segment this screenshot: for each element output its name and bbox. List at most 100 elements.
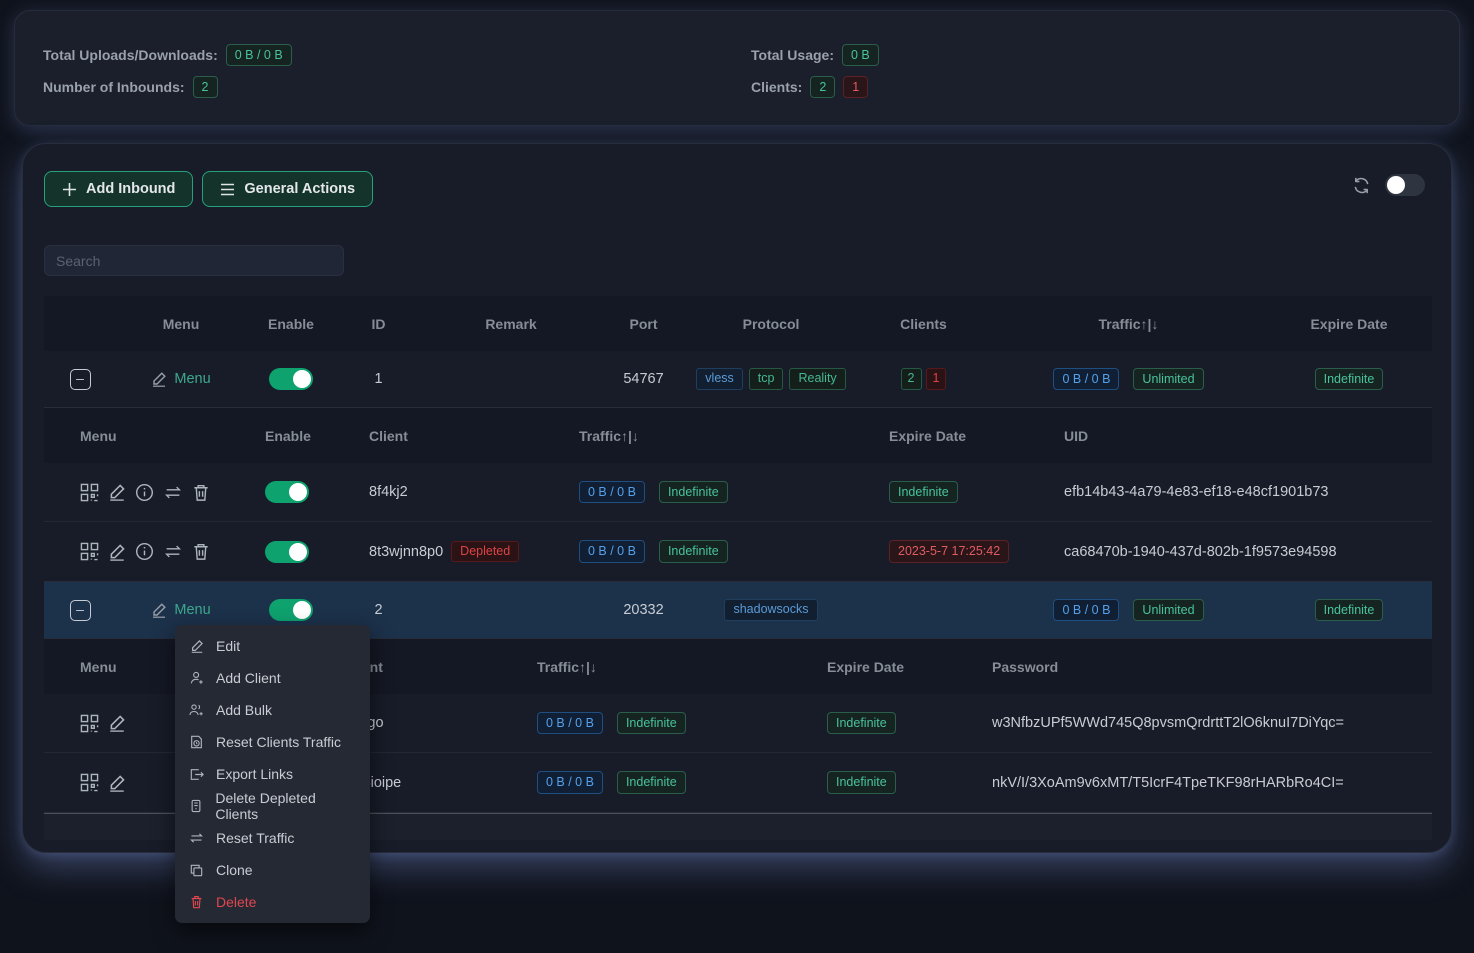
inbound-menu-trigger[interactable]: Menu	[151, 602, 210, 618]
client-name: laf9go	[344, 715, 537, 731]
inbound-menu-label: Menu	[174, 602, 210, 618]
usage-value-badge: 0 B	[842, 44, 879, 67]
inbound-traffic: 0 B / 0 B Unlimited	[991, 599, 1266, 622]
menu-item-edit[interactable]: Edit	[175, 630, 370, 662]
client-row: 8f4kj2 0 B / 0 B Indefinite Indefinite e…	[44, 463, 1432, 522]
sync-icon	[189, 832, 204, 844]
reset-traffic-icon[interactable]	[163, 543, 183, 560]
clients-active-badge: 2	[810, 76, 835, 99]
client-uid: efb14b43-4a79-4e83-ef18-e48cf1901b73	[1064, 484, 1432, 500]
clients-count: Clients: 2 1	[751, 75, 879, 99]
copy-icon	[189, 864, 204, 877]
qrcode-icon[interactable]	[80, 483, 99, 502]
protocol-tag: vless	[696, 368, 742, 390]
client-action-icons	[80, 714, 126, 733]
client-header-expire: Expire Date	[827, 659, 992, 675]
traffic-badge: 0 B / 0 B	[579, 540, 645, 563]
info-icon[interactable]	[135, 542, 154, 561]
inbounds-page: Total Uploads/Downloads: 0 B / 0 B Numbe…	[0, 0, 1474, 953]
menu-item-clone[interactable]: Clone	[175, 854, 370, 886]
toolbar: Add Inbound General Actions	[44, 171, 373, 207]
qrcode-icon[interactable]	[80, 542, 99, 561]
header-id: ID	[336, 316, 421, 332]
number-of-inbounds: Number of Inbounds: 2	[43, 75, 1431, 99]
client-action-icons	[80, 773, 126, 792]
file-sync-icon	[189, 735, 204, 749]
header-expire-date: Expire Date	[1266, 316, 1432, 332]
expire-badge: Indefinite	[1315, 368, 1384, 391]
edit-icon	[151, 371, 167, 387]
menu-item-add-client[interactable]: Add Client	[175, 662, 370, 694]
protocol-tag: Reality	[789, 368, 845, 390]
menu-item-add-bulk[interactable]: Add Bulk	[175, 694, 370, 726]
client-row: 8t3wjnn8p0 Depleted 0 B / 0 B Indefinite…	[44, 522, 1432, 581]
edit-icon	[189, 639, 204, 653]
trash-icon[interactable]	[192, 542, 210, 561]
client-header-menu: Menu	[80, 428, 265, 444]
client-action-icons	[80, 542, 210, 561]
trash-icon[interactable]	[192, 483, 210, 502]
edit-icon[interactable]	[108, 483, 126, 501]
menu-item-reset-traffic[interactable]: Reset Traffic	[175, 822, 370, 854]
qrcode-icon[interactable]	[80, 773, 99, 792]
refresh-icon[interactable]	[1352, 176, 1371, 195]
edit-icon[interactable]	[108, 543, 126, 561]
client-header-expire: Expire Date	[889, 428, 1064, 444]
inbound-id: 2	[336, 602, 421, 618]
inbound-menu-label: Menu	[174, 371, 210, 387]
inbound-menu-trigger[interactable]: Menu	[151, 371, 210, 387]
edit-icon[interactable]	[108, 774, 126, 792]
menu-item-delete[interactable]: Delete	[175, 886, 370, 918]
traffic-limit-badge: Unlimited	[1133, 368, 1203, 391]
uploads-label: Total Uploads/Downloads:	[43, 47, 218, 63]
inbound-row-1: – Menu 1 54767 vless tcp Reality	[44, 351, 1432, 408]
traffic-limit-badge: Unlimited	[1133, 599, 1203, 622]
menu-item-reset-clients-traffic[interactable]: Reset Clients Traffic	[175, 726, 370, 758]
menu-item-export-links[interactable]: Export Links	[175, 758, 370, 790]
menu-item-delete-depleted-clients[interactable]: Delete Depleted Clients	[175, 790, 370, 822]
client-enable-toggle[interactable]	[265, 481, 309, 503]
collapse-row-button[interactable]: –	[70, 369, 91, 390]
protocol-tag: tcp	[749, 368, 784, 390]
toggle-knob	[1387, 176, 1405, 194]
uploads-value-badge: 0 B / 0 B	[226, 44, 292, 67]
add-inbound-button[interactable]: Add Inbound	[44, 171, 193, 207]
expire-badge: Indefinite	[889, 481, 958, 504]
edit-icon	[151, 602, 167, 618]
edit-icon[interactable]	[108, 714, 126, 732]
dark-mode-toggle[interactable]	[1385, 174, 1425, 196]
client-header-enable: Enable	[265, 428, 369, 444]
search-input[interactable]	[44, 245, 344, 276]
reset-traffic-icon[interactable]	[163, 484, 183, 501]
inbound-id: 1	[336, 371, 421, 387]
general-actions-button[interactable]: General Actions	[202, 171, 373, 207]
info-icon[interactable]	[135, 483, 154, 502]
client-header-traffic[interactable]: Traffic↑|↓	[537, 659, 827, 675]
collapse-row-button[interactable]: –	[70, 600, 91, 621]
inbound-port: 54767	[601, 371, 686, 387]
protocol-tag: shadowsocks	[724, 599, 817, 621]
stats-left-column: Total Uploads/Downloads: 0 B / 0 B Numbe…	[43, 43, 1431, 99]
client-header-client: Client	[369, 428, 579, 444]
inbound-traffic: 0 B / 0 B Unlimited	[991, 368, 1266, 391]
client-table-vless: Menu Enable Client Traffic↑|↓ Expire Dat…	[44, 408, 1432, 582]
clients-depleted-badge: 1	[926, 368, 947, 390]
user-add-icon	[189, 671, 204, 685]
total-usage: Total Usage: 0 B	[751, 43, 879, 67]
add-inbound-label: Add Inbound	[86, 181, 175, 197]
traffic-badge: 0 B / 0 B	[579, 481, 645, 504]
qrcode-icon[interactable]	[80, 714, 99, 733]
inbound-expire: Indefinite	[1266, 368, 1432, 391]
expire-badge: Indefinite	[1315, 599, 1384, 622]
header-remark: Remark	[421, 316, 601, 332]
client-action-icons	[80, 483, 210, 502]
inbound-enable-toggle[interactable]	[269, 368, 313, 390]
inbound-enable-toggle[interactable]	[269, 599, 313, 621]
client-name: 8f4kj2	[369, 484, 579, 500]
client-header-traffic[interactable]: Traffic↑|↓	[579, 428, 889, 444]
traffic-badge: 0 B / 0 B	[537, 771, 603, 794]
header-traffic[interactable]: Traffic↑|↓	[991, 316, 1266, 332]
client-enable-toggle[interactable]	[265, 541, 309, 563]
traffic-badge: 0 B / 0 B	[1053, 599, 1119, 622]
client-header-uid: UID	[1064, 428, 1432, 444]
